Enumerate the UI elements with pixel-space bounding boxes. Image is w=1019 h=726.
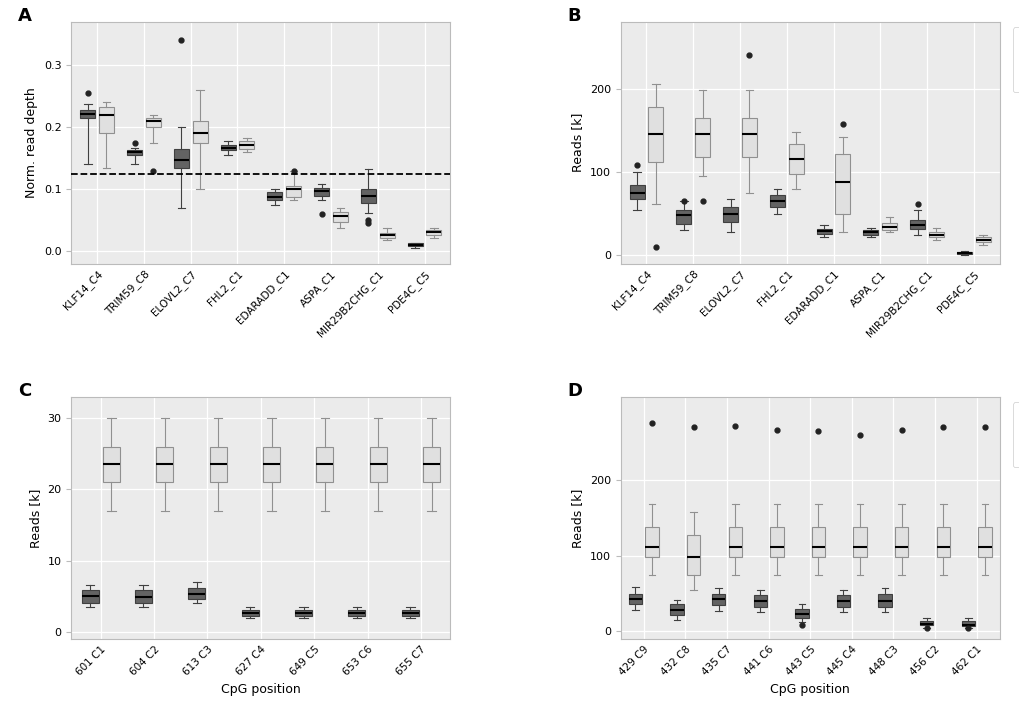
- PathPatch shape: [379, 233, 394, 237]
- Text: C: C: [18, 383, 32, 400]
- PathPatch shape: [928, 232, 943, 237]
- PathPatch shape: [676, 210, 691, 224]
- PathPatch shape: [401, 610, 419, 616]
- PathPatch shape: [919, 621, 932, 625]
- PathPatch shape: [811, 527, 824, 558]
- Y-axis label: Norm. read depth: Norm. read depth: [25, 87, 39, 198]
- PathPatch shape: [895, 527, 908, 558]
- PathPatch shape: [669, 604, 683, 615]
- PathPatch shape: [81, 110, 95, 118]
- PathPatch shape: [193, 121, 207, 143]
- PathPatch shape: [975, 237, 989, 242]
- PathPatch shape: [314, 188, 329, 195]
- PathPatch shape: [99, 107, 114, 134]
- PathPatch shape: [816, 229, 830, 234]
- PathPatch shape: [220, 144, 235, 150]
- PathPatch shape: [795, 609, 808, 618]
- PathPatch shape: [316, 446, 333, 482]
- PathPatch shape: [629, 184, 644, 199]
- Y-axis label: Reads [k]: Reads [k]: [571, 488, 584, 547]
- PathPatch shape: [135, 590, 152, 603]
- PathPatch shape: [753, 595, 766, 607]
- Y-axis label: Reads [k]: Reads [k]: [571, 113, 584, 173]
- PathPatch shape: [863, 230, 877, 234]
- PathPatch shape: [648, 107, 662, 162]
- PathPatch shape: [769, 195, 785, 207]
- PathPatch shape: [408, 243, 422, 246]
- PathPatch shape: [239, 141, 254, 149]
- PathPatch shape: [426, 230, 441, 234]
- PathPatch shape: [961, 621, 974, 626]
- PathPatch shape: [956, 252, 971, 254]
- PathPatch shape: [173, 149, 189, 168]
- PathPatch shape: [836, 595, 849, 607]
- PathPatch shape: [788, 144, 803, 174]
- PathPatch shape: [645, 527, 658, 558]
- PathPatch shape: [835, 154, 850, 213]
- X-axis label: CpG position: CpG position: [769, 682, 849, 696]
- PathPatch shape: [423, 446, 439, 482]
- PathPatch shape: [686, 534, 700, 574]
- Text: D: D: [568, 383, 582, 400]
- PathPatch shape: [361, 189, 376, 203]
- PathPatch shape: [127, 150, 142, 155]
- PathPatch shape: [369, 446, 386, 482]
- PathPatch shape: [628, 594, 641, 604]
- PathPatch shape: [82, 590, 99, 603]
- PathPatch shape: [263, 446, 280, 482]
- PathPatch shape: [909, 219, 924, 229]
- PathPatch shape: [711, 594, 725, 605]
- PathPatch shape: [881, 223, 897, 230]
- PathPatch shape: [146, 118, 161, 127]
- PathPatch shape: [294, 610, 312, 616]
- PathPatch shape: [877, 594, 891, 607]
- PathPatch shape: [935, 527, 949, 558]
- PathPatch shape: [728, 527, 741, 558]
- PathPatch shape: [242, 610, 259, 616]
- PathPatch shape: [189, 588, 205, 599]
- PathPatch shape: [853, 527, 866, 558]
- Legend: V2 chemistry, V3 chemistry: V2 chemistry, V3 chemistry: [1012, 402, 1019, 468]
- PathPatch shape: [977, 527, 990, 558]
- PathPatch shape: [722, 207, 738, 222]
- X-axis label: CpG position: CpG position: [221, 682, 301, 696]
- Text: B: B: [568, 7, 581, 25]
- PathPatch shape: [694, 118, 709, 157]
- Y-axis label: Reads [k]: Reads [k]: [29, 488, 42, 547]
- PathPatch shape: [769, 527, 783, 558]
- PathPatch shape: [348, 610, 365, 616]
- Legend: V2 chemistry, V3 chemistry: V2 chemistry, V3 chemistry: [1012, 28, 1019, 92]
- PathPatch shape: [741, 118, 756, 157]
- PathPatch shape: [267, 192, 282, 200]
- PathPatch shape: [103, 446, 120, 482]
- PathPatch shape: [332, 212, 347, 221]
- PathPatch shape: [209, 446, 226, 482]
- PathPatch shape: [285, 186, 301, 197]
- Text: A: A: [18, 7, 33, 25]
- PathPatch shape: [156, 446, 173, 482]
